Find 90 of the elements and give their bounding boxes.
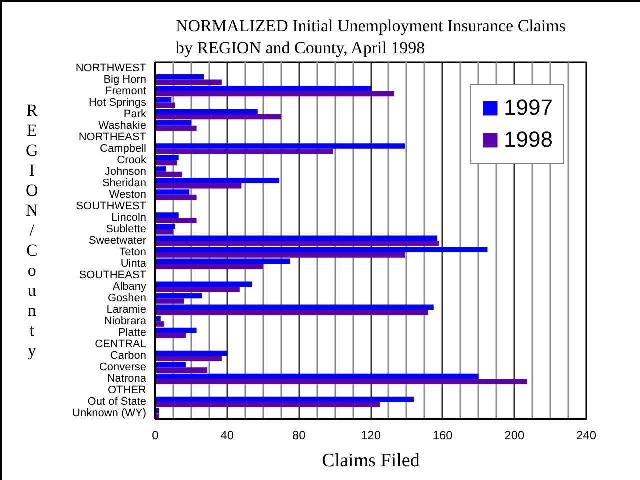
y-tick-label: NORTHWEST [76,62,147,74]
y-tick-label: Carbon [110,350,146,362]
bar [156,80,222,86]
bar [156,194,197,200]
bar [156,374,479,380]
y-tick-label: Niobrara [104,316,148,328]
bar [156,362,186,368]
bar [156,183,242,189]
bar [156,224,176,230]
bar [156,264,264,270]
bar [156,258,290,264]
y-tick-label: Albany [112,281,147,294]
y-tick-label: Lincoln [112,212,146,224]
bar [156,218,197,224]
bar [156,166,166,172]
x-tick-label: 120 [360,428,382,442]
text: REGION/County [26,101,38,360]
y-tick-label: Hot Springs [89,96,147,109]
bar [156,247,488,253]
x-tick-label: 160 [432,428,454,442]
bar [156,356,222,362]
y-tick-label: Natrona [107,373,148,386]
y-tick-label: CENTRAL [95,338,146,351]
bar [156,86,371,92]
legend-label: 1997 [504,95,553,121]
bar [156,114,282,120]
x-tick-label: 40 [220,428,234,442]
bar [156,241,440,246]
bar [156,402,380,408]
bar [156,148,334,154]
y-tick-label: SOUTHEAST [79,270,147,282]
y-tick-label: SOUTHWEST [76,200,147,212]
y-tick-label: Platte [118,327,147,340]
y-tick-label: OTHER [108,384,147,397]
bar [156,328,197,334]
y-tick-label: Weston [109,188,146,201]
bar [156,298,184,304]
bar [156,287,240,292]
y-tick-label: Out of State [88,396,146,408]
bar [156,126,197,132]
x-tick-label: 240 [576,428,597,442]
y-tick-label: Sweetwater [89,235,147,247]
bar [156,144,406,149]
bar [156,304,434,310]
bar [156,293,202,299]
bar [156,160,178,166]
y-tick-label: Goshen [108,292,147,305]
bar [156,172,182,178]
legend-label: 1998 [504,127,553,153]
bar [156,368,208,373]
y-tick-label: Sheridan [102,177,147,190]
bar [156,155,179,160]
bar [156,120,192,126]
chart-title: NORMALIZED Initial Unemployment Insurance Claims by REGION and County, April 1998 [176,16,566,58]
bar [156,178,280,184]
y-tick-label: Fremont [106,85,147,98]
y-tick-label: Sublette [106,223,147,236]
x-tick-label: 80 [292,428,306,442]
y-tick-label: Teton [120,246,147,259]
y-tick-label: Washakie [98,120,146,132]
bar [156,333,186,338]
y-tick-label: Park [124,108,147,120]
y-tick-label: NORTHEAST [78,131,147,144]
bar [156,229,174,235]
x-tick-label: 0 [152,428,160,442]
y-tick-label: Crook [117,154,147,166]
bar [156,252,406,258]
bar [156,190,190,195]
bar [156,102,176,108]
x-tick-label: 200 [504,428,526,442]
y-tick-label: Johnson [104,166,147,178]
y-tick-label: Converse [99,362,146,374]
y-tick-label: Unknown (WY) [72,408,147,420]
bar [156,109,258,114]
y-tick-label: Big Horn [104,74,146,86]
y-tick-label: Uinta [120,258,148,270]
y-tick-label: Laramie [106,304,147,316]
bar [156,98,172,103]
bar [156,282,252,288]
bar [156,310,428,316]
bar [156,322,164,327]
bar [156,236,438,241]
bar [156,396,414,402]
bar [156,91,394,97]
bar [156,350,228,356]
y-tick-label: Campbell [100,142,147,155]
bar [156,74,204,80]
bar [156,379,528,384]
bar [156,212,179,218]
x-axis-title: Claims Filed [322,450,420,472]
